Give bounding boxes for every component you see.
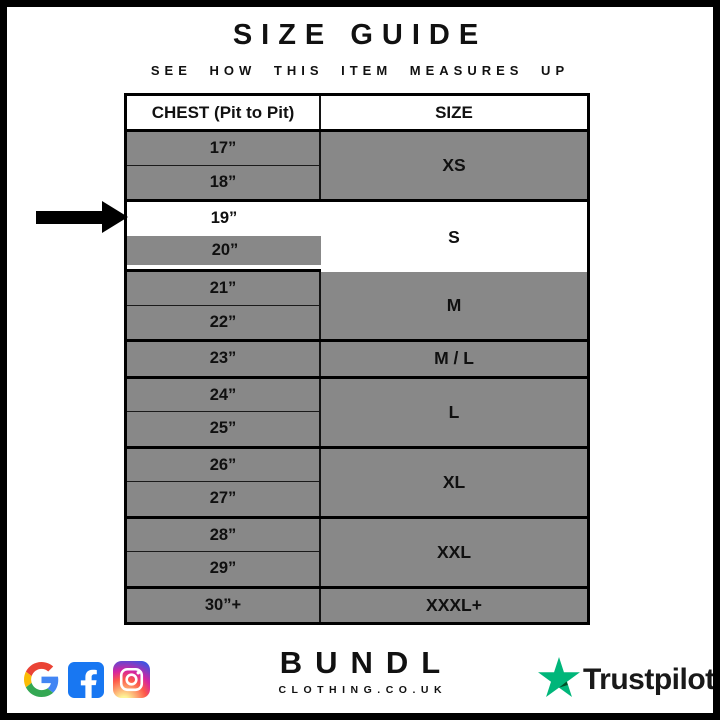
chest-cell-20: 20” [127, 235, 323, 269]
facebook-icon [68, 661, 104, 698]
trustpilot-logo: Trustpilot [538, 657, 715, 702]
chest-column: 26” 27” [127, 448, 321, 516]
size-group-XXXL+: 30”+ XXXL+ [127, 588, 587, 622]
size-group-XXL: 28” 29” XXL [127, 518, 587, 589]
chest-cell-28: 28” [127, 519, 319, 552]
chest-cell-18: 18” [209, 172, 237, 191]
chest-cell-17: 17” [127, 132, 319, 166]
highlight-arrow-shaft [36, 211, 104, 224]
size-group-ML: 23” M / L [127, 342, 587, 379]
size-cell-XXL: XXL [321, 518, 587, 586]
size-cell-XL: XL [321, 448, 587, 516]
chest-cell-24: 24” [127, 379, 319, 412]
chest-cell-29: 29” [209, 559, 237, 577]
chest-column: 17” 18” [127, 132, 321, 199]
chest-cell-23: 23” [209, 349, 237, 367]
chest-column: 19” 20” [127, 202, 323, 272]
table-header-row: CHEST (Pit to Pit) SIZE [127, 96, 587, 132]
brand-logo: BUNDL CLOTHING.CO.UK [7, 645, 713, 696]
chest-column: 23” [127, 342, 321, 376]
chest-cell-21: 21” [127, 272, 319, 306]
page-subtitle: SEE HOW THIS ITEM MEASURES UP [150, 63, 570, 78]
table-body: 17” 18” XS 19” 20” S 21” 22” M 23” M / L 24” 25” L 26”… [127, 132, 587, 622]
brand-name: BUNDL [279, 645, 454, 680]
chest-cell-27: 27” [209, 489, 237, 507]
chest-column: 30”+ [127, 588, 321, 622]
instagram-icon [113, 661, 150, 698]
size-cell-ML: M / L [321, 342, 587, 376]
size-cell-M: M [321, 272, 587, 339]
chest-cell-26: 26” [127, 449, 319, 482]
chest-cell-25: 25” [209, 419, 237, 437]
chest-column: 28” 29” [127, 518, 321, 586]
column-header-chest: CHEST (Pit to Pit) [127, 96, 321, 129]
size-cell-L: L [321, 378, 587, 446]
size-cell-XS: XS [321, 132, 587, 199]
size-group-M: 21” 22” M [127, 272, 587, 342]
highlight-arrow-icon [102, 201, 128, 233]
chest-cell-30+: 30”+ [204, 595, 242, 614]
trustpilot-label: Trustpilot [583, 662, 715, 696]
size-group-XS: 17” 18” XS [127, 132, 587, 202]
trustpilot-star-icon [538, 657, 580, 702]
chest-cell-22: 22” [209, 312, 237, 331]
chest-cell-19: 19” [210, 209, 238, 227]
chest-column: 21” 22” [127, 272, 321, 339]
brand-domain: CLOTHING.CO.UK [278, 684, 448, 696]
google-icon [24, 662, 59, 697]
page-title: SIZE GUIDE [232, 19, 488, 51]
column-header-size: SIZE [435, 103, 473, 122]
size-group-XL: 26” 27” XL [127, 448, 587, 519]
size-cell-S: S [321, 202, 587, 272]
chest-column: 24” 25” [127, 378, 321, 446]
size-table: CHEST (Pit to Pit) SIZE 17” 18” XS 19” 20” S 2… [124, 93, 590, 625]
social-icons [24, 661, 150, 698]
size-group-L: 24” 25” L [127, 378, 587, 449]
size-cell-XXXL+: XXXL+ [321, 588, 587, 622]
size-group-S: 19” 20” S [127, 202, 587, 272]
